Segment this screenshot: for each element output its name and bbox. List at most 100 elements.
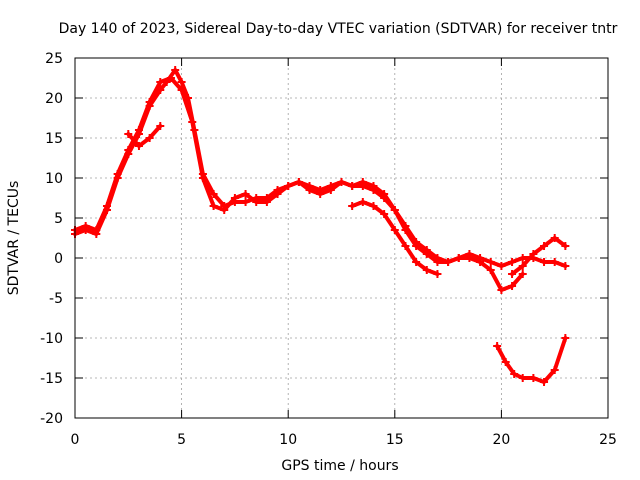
data-point [497, 286, 506, 294]
data-point [540, 258, 549, 266]
data-point [348, 202, 357, 210]
data-point [561, 262, 570, 270]
data-point [230, 194, 239, 202]
data-point [518, 262, 527, 270]
data-point [380, 210, 389, 218]
x-tick-label: 0 [71, 432, 80, 448]
data-point [529, 374, 538, 382]
y-tick-label: -10 [40, 331, 63, 347]
data-point [358, 178, 367, 186]
data-point [145, 134, 154, 142]
data-point [316, 190, 325, 198]
series-track-b [71, 74, 527, 294]
y-tick-label: 5 [54, 211, 63, 227]
data-point [561, 242, 570, 250]
data-point [486, 266, 495, 274]
data-point [508, 258, 517, 266]
data-point [422, 266, 431, 274]
data-point [134, 142, 143, 150]
data-point [497, 262, 506, 270]
data-point [508, 270, 517, 278]
data-point [156, 78, 165, 86]
data-point [433, 270, 442, 278]
series-line [126, 124, 163, 148]
data-point [113, 170, 122, 178]
data-point [241, 190, 250, 198]
data-point [262, 198, 271, 206]
data-point [550, 234, 559, 242]
y-axis-label: SDTVAR / TECUs [6, 181, 22, 296]
data-point [124, 130, 133, 138]
data-point [124, 146, 133, 154]
grid [75, 58, 608, 418]
series-track-a [71, 66, 570, 270]
data-point [241, 198, 250, 206]
data-point [540, 378, 549, 386]
data-point [454, 254, 463, 262]
data-point [252, 198, 261, 206]
x-tick-label: 15 [386, 432, 404, 448]
x-tick-label: 10 [279, 432, 297, 448]
x-tick-label: 5 [177, 432, 186, 448]
data-point [444, 258, 453, 266]
data-point [171, 66, 180, 74]
data-point [92, 226, 101, 234]
data-point [433, 258, 442, 266]
data-point [550, 366, 559, 374]
data-point [102, 202, 111, 210]
data-point [422, 250, 431, 258]
series-line [73, 68, 568, 268]
data-point [501, 358, 510, 366]
data-point [561, 334, 570, 342]
data-point [390, 226, 399, 234]
data-point [177, 78, 186, 86]
chart-title: Day 140 of 2023, Sidereal Day-to-day VTE… [59, 21, 618, 37]
tick-labels: 0 5 10 15 20 25 -20 -15 -10 -5 0 5 10 15 20 25 [40, 51, 617, 448]
data-point [401, 226, 410, 234]
data-point [518, 374, 527, 382]
data-point [273, 190, 282, 198]
axis-ticks [74, 57, 609, 419]
y-tick-label: -15 [40, 371, 63, 387]
series-track-c [124, 122, 165, 150]
data-point [166, 74, 175, 82]
data-point [358, 198, 367, 206]
data-point [134, 126, 143, 134]
data-point [486, 258, 495, 266]
data-point [529, 250, 538, 258]
y-tick-label: -5 [49, 291, 63, 307]
y-tick-label: 20 [45, 91, 63, 107]
data-point [156, 122, 165, 130]
data-point [188, 118, 197, 126]
data-point [412, 242, 421, 250]
y-tick-label: 0 [54, 251, 63, 267]
data-point [540, 242, 549, 250]
data-point [348, 182, 357, 190]
data-point [390, 206, 399, 214]
data-point [412, 258, 421, 266]
data-point [337, 178, 346, 186]
data-point [305, 186, 314, 194]
x-axis-label: GPS time / hours [281, 458, 398, 474]
data-point [518, 270, 527, 278]
y-tick-label: -20 [40, 411, 63, 427]
series-line [495, 336, 568, 384]
data-point [145, 98, 154, 106]
plot-frame [74, 57, 609, 419]
data-series [71, 66, 570, 386]
series-track-f [508, 234, 570, 278]
data-point [518, 254, 527, 262]
data-point [209, 202, 218, 210]
x-tick-label: 20 [492, 432, 510, 448]
data-point [550, 258, 559, 266]
data-point [369, 202, 378, 210]
series-track-e [493, 334, 570, 386]
data-point [510, 370, 519, 378]
data-point [369, 182, 378, 190]
series-track-d [348, 198, 442, 278]
data-point [508, 282, 517, 290]
series-line [510, 236, 568, 276]
data-point [294, 178, 303, 186]
data-point [380, 190, 389, 198]
